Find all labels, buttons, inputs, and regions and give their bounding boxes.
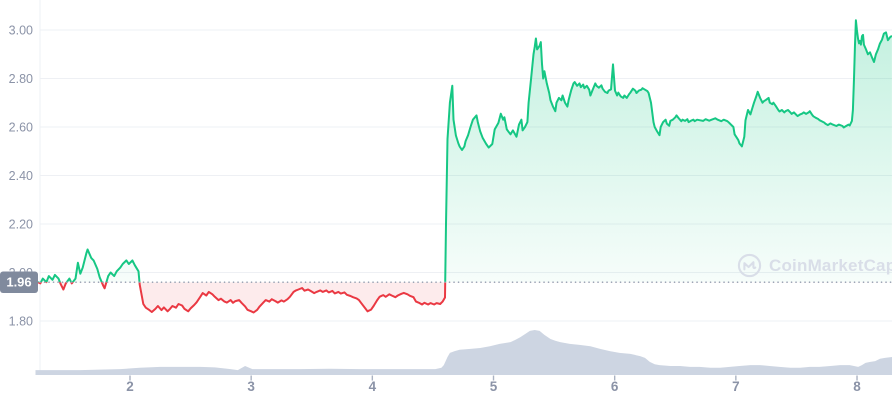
svg-text:3: 3 — [247, 379, 255, 394]
svg-text:6: 6 — [611, 379, 619, 394]
x-axis-labels: 2 3 4 5 6 7 8 — [126, 375, 861, 394]
svg-text:1.80: 1.80 — [9, 315, 33, 329]
volume-series — [35, 330, 892, 375]
svg-text:2.80: 2.80 — [9, 72, 33, 86]
svg-text:4: 4 — [369, 379, 377, 394]
svg-text:2.20: 2.20 — [9, 218, 33, 232]
svg-text:7: 7 — [732, 379, 740, 394]
svg-text:2.60: 2.60 — [9, 121, 33, 135]
svg-text:8: 8 — [853, 379, 861, 394]
svg-text:5: 5 — [490, 379, 498, 394]
baseline-price-badge: 1.96 — [0, 271, 38, 293]
svg-text:2.40: 2.40 — [9, 169, 33, 183]
price-line — [35, 19, 892, 314]
price-area-fill — [35, 20, 892, 313]
svg-text:3.00: 3.00 — [9, 24, 33, 38]
svg-text:1.96: 1.96 — [6, 275, 31, 290]
svg-text:2: 2 — [126, 379, 134, 394]
